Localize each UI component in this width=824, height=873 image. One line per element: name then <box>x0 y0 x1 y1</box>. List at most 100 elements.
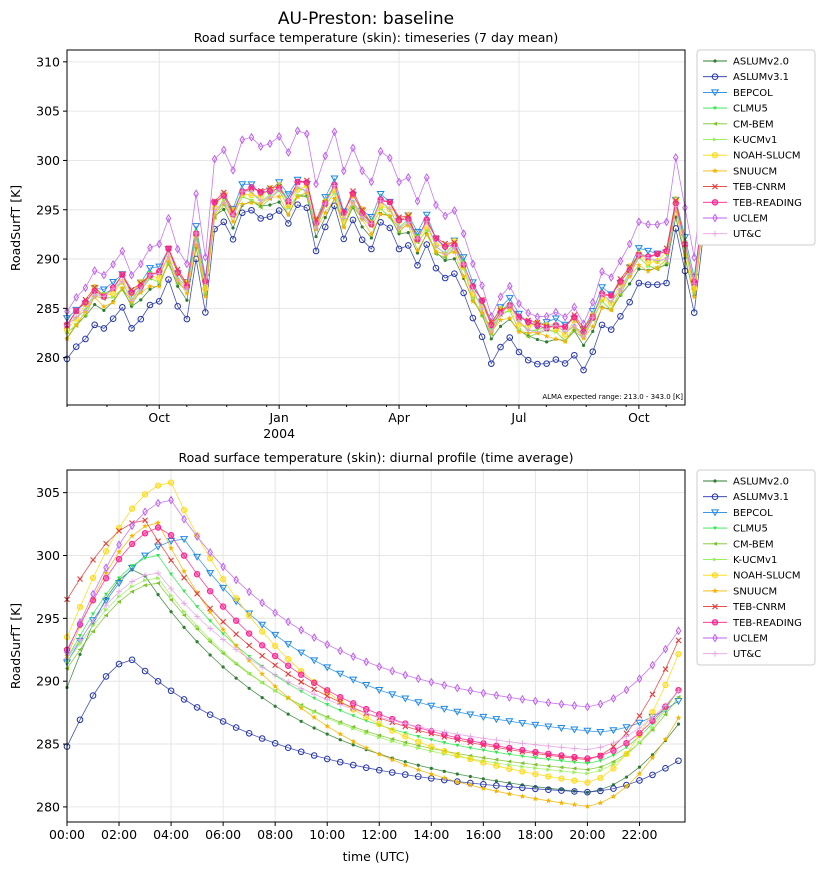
marker-bepcol <box>336 670 345 678</box>
marker-uclem <box>493 690 500 700</box>
marker-uclem <box>248 132 255 142</box>
marker-aslumv3-1 <box>193 704 201 711</box>
marker-uclem <box>194 532 200 542</box>
marker-uclem <box>313 179 319 189</box>
marker-bepcol <box>570 726 579 734</box>
marker-teb-cnrm <box>155 538 161 545</box>
marker-bepcol <box>99 286 108 294</box>
marker-noah-slucm <box>154 482 162 489</box>
marker-k-ucmv1 <box>585 771 590 776</box>
marker-k-ucmv1 <box>650 725 655 730</box>
marker-ut-c <box>610 740 617 747</box>
marker-teb-cnrm <box>103 540 109 547</box>
marker-snuucm <box>368 231 375 237</box>
marker-uclem <box>77 618 83 628</box>
marker-uclem <box>506 281 513 291</box>
legend-label-clmu5: CLMU5 <box>733 104 768 115</box>
marker-noah-slucm <box>285 655 292 663</box>
marker-uclem <box>267 139 273 149</box>
marker-uclem <box>142 507 148 517</box>
marker-clmu5 <box>325 703 330 707</box>
marker-snuucm <box>662 736 669 742</box>
legend-label-aslumv2-0: ASLUMv2.0 <box>733 57 789 68</box>
marker-cm-bem <box>258 205 263 210</box>
marker-teb-reading <box>350 700 357 707</box>
marker-uclem <box>155 498 161 508</box>
marker-uclem <box>324 640 331 649</box>
marker-snuucm <box>441 775 448 781</box>
marker-ut-c <box>635 251 642 258</box>
marker-ut-c <box>259 664 266 671</box>
marker-aslumv2-0 <box>299 719 303 723</box>
marker-snuucm <box>311 714 318 720</box>
marker-ut-c <box>654 257 661 264</box>
marker-ut-c <box>349 198 356 205</box>
marker-uclem <box>480 688 487 698</box>
marker-uclem <box>558 699 565 709</box>
marker-bepcol <box>140 552 150 560</box>
marker-teb-reading <box>115 555 123 563</box>
marker-ut-c <box>155 570 162 577</box>
marker-snuucm <box>623 783 630 789</box>
marker-bepcol <box>440 705 449 713</box>
marker-uclem <box>259 598 265 608</box>
marker-uclem <box>488 311 495 321</box>
timeseries-title: Road surface temperature (skin): timeser… <box>194 30 558 45</box>
marker-uclem <box>608 272 614 282</box>
x-tick-label: 10:00 <box>309 827 345 842</box>
marker-aslumv2-0 <box>182 625 186 629</box>
marker-bepcol <box>648 713 657 721</box>
marker-aslumv2-0 <box>176 284 180 288</box>
marker-k-ucmv1 <box>332 190 337 195</box>
marker-uclem <box>672 153 679 162</box>
marker-snuucm <box>589 323 596 330</box>
y-tick-label: 285 <box>36 737 60 752</box>
marker-k-ucmv1 <box>364 731 369 736</box>
marker-aslumv3-1 <box>331 202 338 210</box>
marker-aslumv3-1 <box>584 788 591 796</box>
marker-ut-c <box>202 281 209 288</box>
diurnal-y-label: RoadSurfT [K] <box>8 603 23 689</box>
marker-snuucm <box>479 309 485 316</box>
marker-aslumv3-1 <box>395 245 403 253</box>
marker-clmu5 <box>533 756 538 760</box>
marker-ut-c <box>174 277 181 284</box>
marker-snuucm <box>460 273 467 279</box>
marker-k-ucmv1 <box>234 660 239 665</box>
marker-snuucm <box>298 705 304 711</box>
marker-teb-cnrm <box>90 556 96 563</box>
marker-snuucm <box>493 788 500 794</box>
marker-uclem <box>276 132 282 141</box>
marker-snuucm <box>116 548 122 555</box>
marker-k-ucmv1 <box>195 624 200 629</box>
marker-aslumv3-1 <box>644 281 652 288</box>
marker-cm-bem <box>712 541 717 546</box>
marker-teb-reading <box>349 190 357 197</box>
marker-uclem <box>233 575 239 585</box>
marker-uclem <box>479 281 485 291</box>
marker-clmu5 <box>598 759 603 763</box>
marker-ut-c <box>672 203 679 210</box>
marker-teb-reading <box>711 199 719 206</box>
marker-aslumv2-0 <box>185 298 189 302</box>
marker-uclem <box>156 239 163 249</box>
marker-aslumv3-1 <box>414 261 421 269</box>
marker-aslumv3-1 <box>89 692 97 699</box>
x-tick-label: 22:00 <box>621 827 657 842</box>
marker-uclem <box>387 153 393 163</box>
marker-ut-c <box>712 650 718 657</box>
marker-uclem <box>519 694 526 704</box>
marker-teb-reading <box>82 298 89 306</box>
marker-noah-slucm <box>467 755 474 763</box>
marker-ut-c <box>428 726 435 733</box>
marker-noah-slucm <box>402 733 409 740</box>
marker-cm-bem <box>402 740 408 745</box>
marker-teb-reading <box>220 192 228 199</box>
marker-cm-bem <box>82 313 88 318</box>
marker-bepcol <box>644 247 653 255</box>
marker-aslumv2-0 <box>360 225 364 229</box>
marker-clmu5 <box>156 553 161 558</box>
marker-aslumv3-1 <box>607 326 615 333</box>
marker-teb-reading <box>441 243 449 250</box>
legend-label-aslumv3-1: ASLUMv3.1 <box>733 72 789 83</box>
